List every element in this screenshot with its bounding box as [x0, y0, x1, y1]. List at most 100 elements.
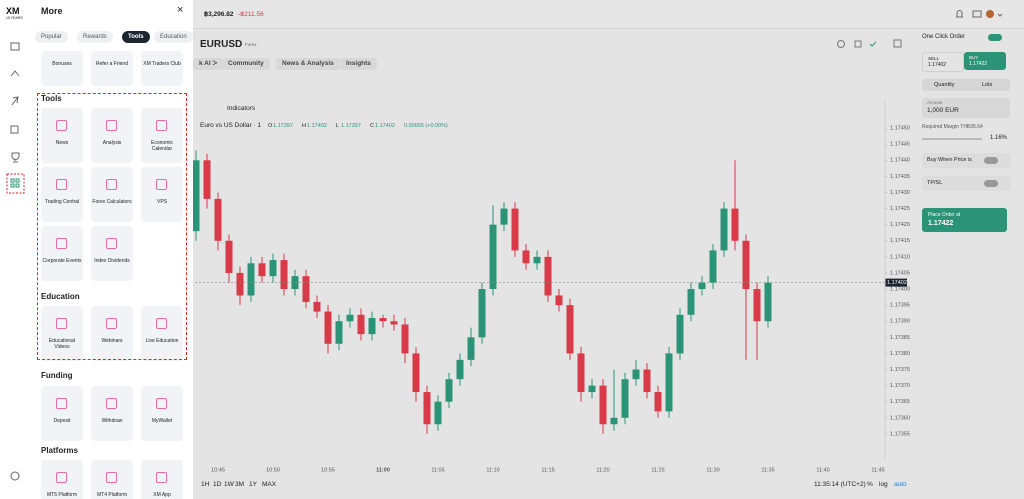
candle-body [236, 272, 244, 296]
range-button[interactable]: 1D [213, 481, 222, 488]
menu-card[interactable]: Bonuses [41, 51, 83, 86]
menu-card[interactable]: MT4 Platform [91, 460, 133, 499]
lots-tab[interactable]: Lots [982, 82, 993, 88]
toggle[interactable] [984, 157, 998, 164]
scale-option[interactable]: log [879, 481, 888, 488]
range-button[interactable]: 3M [235, 481, 245, 488]
x-tick-label: 10:50 [266, 467, 280, 473]
candle-body [258, 263, 266, 277]
legend-value: 1.17397 [273, 123, 293, 129]
icon-fullscreen[interactable] [893, 39, 902, 48]
candle-body [280, 260, 288, 290]
candle-body [269, 260, 277, 277]
instrument-tab[interactable]: News & Analysis [276, 58, 340, 70]
y-tick-label: 1.17420 [890, 222, 910, 228]
candle-body [313, 301, 321, 312]
range-button[interactable]: 1W [224, 481, 234, 488]
icon-avatar[interactable] [986, 10, 994, 18]
place-label: Place Order at [928, 212, 961, 218]
candle-body [346, 314, 354, 322]
y-tick-label: 1.17400 [890, 287, 910, 293]
scale-option[interactable]: auto [894, 481, 907, 488]
card-icon [106, 120, 117, 131]
card-icon [56, 318, 67, 329]
instrument-tab[interactable]: Community [222, 58, 270, 70]
candle-body [335, 321, 343, 344]
tab[interactable]: Tools [122, 31, 150, 43]
menu-card[interactable]: XM App [141, 460, 183, 499]
card-icon [156, 120, 167, 131]
icon-trade[interactable] [10, 70, 20, 77]
icon-alarm[interactable] [854, 40, 862, 48]
menu-card[interactable]: MT5 Platform [41, 460, 83, 499]
candle-body [676, 314, 684, 354]
icon-copy[interactable] [10, 125, 19, 134]
card-label: Educational Videos [48, 338, 76, 350]
section-title: Platforms [41, 446, 78, 455]
icon-support[interactable] [10, 471, 20, 481]
menu-card[interactable]: Webinars [91, 306, 133, 361]
buy-label: BUY [969, 55, 979, 60]
section-title: Tools [41, 94, 62, 103]
place-order-button[interactable]: Place Order at 1.17422 [922, 208, 1007, 232]
tab[interactable]: Rewards [77, 31, 113, 43]
toggle[interactable] [984, 180, 998, 187]
menu-card[interactable]: VPS [141, 167, 183, 222]
chart-tools [837, 39, 902, 48]
y-tick-label: 1.17390 [890, 319, 910, 325]
instrument-tab[interactable]: k AI ᐳ [193, 58, 224, 70]
menu-card[interactable]: MyWallet [141, 386, 183, 441]
icon-more[interactable] [10, 178, 20, 188]
tab[interactable]: Education [154, 31, 193, 43]
plot-area [195, 128, 885, 460]
tab[interactable]: Popular [35, 31, 68, 43]
quantity-tab[interactable]: Quantity [934, 82, 955, 88]
card-label: Webinars [101, 338, 123, 344]
buy-price: 1.17422 [969, 61, 988, 67]
section-title: Education [41, 292, 80, 301]
y-tick-label: 1.17435 [890, 174, 910, 180]
range-button[interactable]: 1H [201, 481, 210, 488]
menu-card[interactable]: Corporate Events [41, 226, 83, 281]
indicators-button[interactable]: Indicators [227, 105, 256, 112]
menu-card[interactable]: Educational Videos [41, 306, 83, 361]
menu-card[interactable]: Live Education [141, 306, 183, 361]
card-icon [156, 318, 167, 329]
candle-body [478, 289, 486, 338]
menu-card[interactable]: Trading Central [41, 167, 83, 222]
icon-info[interactable] [837, 40, 845, 48]
candle-body [214, 198, 222, 241]
logo: XM [6, 6, 20, 16]
menu-card[interactable]: Refer a Friend [91, 51, 133, 86]
balance[interactable]: ฿3,296.82 [204, 11, 234, 18]
menu-card[interactable]: Index Dividends [91, 226, 133, 281]
scale-option[interactable]: % [867, 481, 873, 488]
close-button[interactable]: × [177, 4, 184, 16]
menu-card[interactable]: XM Traders Club [141, 51, 183, 86]
x-tick-label: 11:45 [871, 467, 884, 473]
icon-bell[interactable] [956, 10, 963, 18]
icon-rocket[interactable] [11, 96, 19, 106]
icon-trophy[interactable] [11, 152, 20, 163]
menu-card[interactable]: Economic Calendar [141, 108, 183, 163]
sell-button[interactable]: SELL 1.17402 [922, 52, 964, 72]
y-tick-label: 1.17415 [890, 238, 910, 244]
y-tick-label: 1.17385 [890, 335, 910, 341]
icon-check[interactable] [869, 41, 877, 47]
icon-chart[interactable] [10, 42, 20, 51]
icon-dropdown[interactable] [997, 13, 1003, 17]
menu-card[interactable]: News [41, 108, 83, 163]
menu-card[interactable]: Withdraw [91, 386, 133, 441]
menu-card[interactable]: Deposit [41, 386, 83, 441]
amount-field[interactable]: Amount 1,000 EUR [922, 98, 1010, 118]
menu-card[interactable]: Forex Calculators [91, 167, 133, 222]
clock: 11:35:14 (UTC+2) [814, 481, 866, 488]
range-button[interactable]: 1Y [249, 481, 257, 488]
range-button[interactable]: MAX [262, 481, 277, 488]
menu-card[interactable]: Analysis [91, 108, 133, 163]
instrument-tab[interactable]: Insights [340, 58, 377, 70]
buy-button[interactable]: BUY 1.17422 [964, 52, 1006, 70]
toggle[interactable] [988, 34, 1002, 41]
icon-wallet[interactable] [972, 10, 982, 18]
